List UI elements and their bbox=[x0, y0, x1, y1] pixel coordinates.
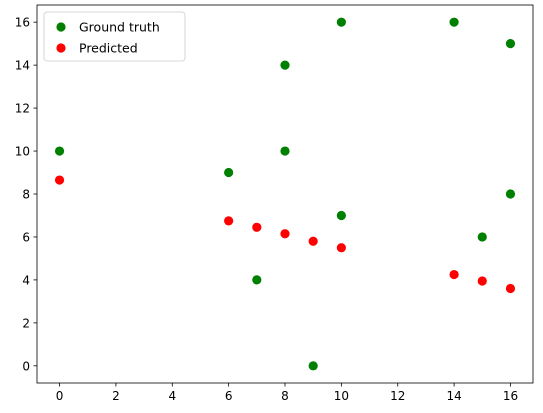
data-point bbox=[505, 39, 516, 49]
data-point bbox=[336, 210, 346, 221]
data-point bbox=[54, 175, 65, 185]
x-tick-label: 10 bbox=[334, 389, 349, 403]
data-points bbox=[54, 17, 516, 371]
data-point bbox=[54, 146, 65, 156]
legend-box bbox=[43, 11, 186, 62]
x-axis: 0 2 4 6 8 10 12 14 16 bbox=[56, 383, 518, 403]
data-point bbox=[449, 269, 459, 280]
y-tick-label: 4 bbox=[22, 273, 30, 287]
x-tick-label: 16 bbox=[503, 389, 518, 403]
x-tick-label: 14 bbox=[446, 389, 461, 403]
x-tick-label: 6 bbox=[225, 389, 233, 403]
legend: Ground truth Predicted bbox=[43, 11, 186, 62]
legend-marker bbox=[56, 43, 66, 53]
y-axis: 0 2 4 6 8 10 12 14 16 bbox=[15, 16, 37, 373]
data-point bbox=[449, 17, 459, 27]
data-point bbox=[308, 361, 318, 371]
data-point bbox=[336, 17, 346, 27]
data-point bbox=[477, 232, 487, 242]
x-tick-label: 2 bbox=[112, 389, 120, 403]
data-point bbox=[280, 229, 290, 239]
data-point bbox=[252, 275, 262, 285]
x-tick-label: 8 bbox=[281, 389, 289, 403]
y-tick-label: 16 bbox=[15, 16, 30, 30]
x-tick-label: 4 bbox=[168, 389, 176, 403]
x-tick-label: 0 bbox=[56, 389, 64, 403]
y-tick-label: 0 bbox=[22, 359, 30, 373]
y-tick-label: 2 bbox=[22, 316, 30, 330]
data-point bbox=[505, 283, 516, 294]
data-point bbox=[477, 276, 487, 286]
data-point bbox=[224, 216, 234, 226]
y-tick-label: 10 bbox=[15, 145, 30, 159]
series-predicted bbox=[54, 175, 516, 294]
data-point bbox=[280, 60, 290, 70]
legend-marker bbox=[56, 22, 66, 32]
data-point bbox=[308, 236, 318, 246]
y-tick-label: 12 bbox=[15, 102, 30, 116]
data-point bbox=[505, 189, 516, 199]
y-tick-label: 8 bbox=[22, 188, 30, 202]
series-ground-truth bbox=[54, 17, 516, 371]
legend-label: Ground truth bbox=[79, 20, 160, 35]
legend-label: Predicted bbox=[79, 41, 138, 56]
y-tick-label: 14 bbox=[15, 59, 30, 73]
y-tick-label: 6 bbox=[22, 230, 30, 244]
x-tick-label: 12 bbox=[390, 389, 405, 403]
data-point bbox=[336, 243, 346, 253]
data-point bbox=[252, 222, 262, 232]
data-point bbox=[224, 167, 234, 178]
data-point bbox=[280, 146, 290, 156]
